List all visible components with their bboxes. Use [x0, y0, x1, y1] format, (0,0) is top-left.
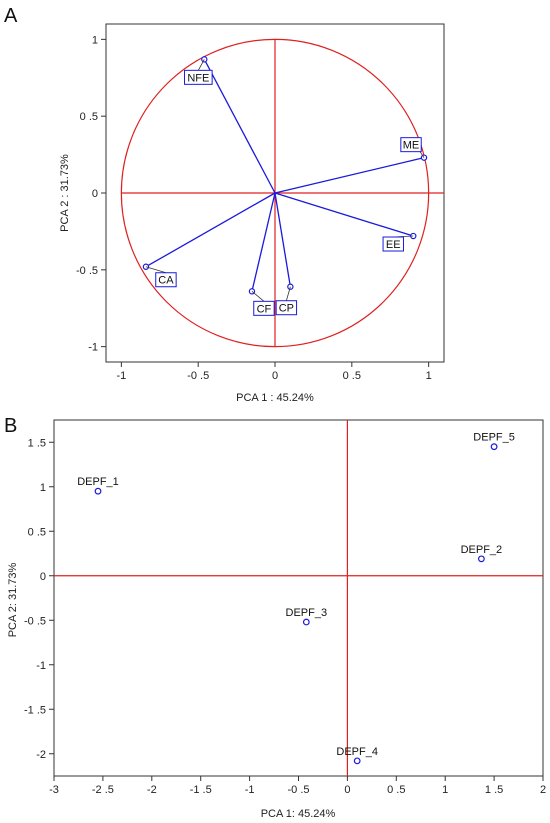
- label-leader: [251, 291, 265, 302]
- sample-label: DEPF_1: [77, 476, 119, 488]
- x-tick-label: 0: [272, 370, 278, 382]
- y-axis-title: PCA 2 : 31.73%: [59, 154, 71, 232]
- x-tick-label: -2 .5: [92, 784, 114, 796]
- x-tick-label: 1: [426, 370, 432, 382]
- y-axis-ticks: -2 -1 .5 -1 -0 .5 0 0 .5 1 1 .5: [24, 437, 54, 761]
- loading-vector: [203, 59, 276, 194]
- label-box: [275, 300, 298, 316]
- x-tick-label: 0: [344, 784, 350, 796]
- loading-point: [142, 263, 150, 270]
- y-tick-label: -0 .5: [76, 265, 98, 277]
- variable-label: CF: [257, 303, 272, 315]
- label-leader: [285, 286, 291, 301]
- x-tick-label: 0 .5: [387, 784, 405, 796]
- y-tick-label: -0 .5: [24, 615, 46, 627]
- y-axis-title: PCA 2: 31.73%: [7, 562, 19, 637]
- x-tick-label: -1 .5: [190, 784, 212, 796]
- variable-label: NFE: [187, 72, 209, 84]
- y-tick-label: -1: [36, 660, 46, 672]
- y-tick-label: -1 .5: [24, 704, 46, 716]
- plot-frame: [53, 419, 544, 777]
- score-point: [302, 618, 310, 626]
- panel-a-letter: A: [4, 5, 18, 27]
- y-tick-label: -1: [88, 342, 98, 354]
- loading-vectors: NFE ME EE CA CF CP: [142, 56, 428, 316]
- loading-vector: [251, 192, 276, 292]
- y-tick-label: 0 .5: [28, 526, 46, 538]
- loadings-panel: A -1 -0 .5 0 0 .5 1 -1 -0 .5 0 0 .5 1 NFE ME EE CA C…: [4, 5, 445, 404]
- y-tick-label: -2: [36, 749, 46, 761]
- y-tick-label: 1 .5: [28, 437, 46, 449]
- panel-b-letter: B: [4, 415, 17, 437]
- score-point: [490, 443, 498, 451]
- y-axis-ticks: -1 -0 .5 0 0 .5 1: [76, 34, 106, 354]
- x-axis-title: PCA 1 : 45.24%: [236, 392, 314, 404]
- variable-label: ME: [403, 140, 420, 152]
- score-points: DEPF_1 DEPF_2 DEPF_3 DEPF_4 DEPF_5: [77, 432, 515, 765]
- label-leader: [145, 266, 167, 274]
- sample-label: DEPF_4: [336, 746, 378, 758]
- x-tick-label: -3: [49, 784, 59, 796]
- sample-label: DEPF_2: [461, 544, 503, 556]
- y-tick-label: 1: [92, 34, 98, 46]
- loading-vector: [274, 157, 425, 194]
- loading-vector: [145, 192, 276, 268]
- loading-vector: [274, 192, 414, 237]
- label-box: [184, 69, 213, 85]
- score-point: [353, 757, 361, 765]
- label-box: [382, 236, 404, 252]
- x-tick-label: -0 .5: [187, 370, 209, 382]
- reference-axes: [54, 420, 543, 776]
- score-point: [477, 555, 485, 563]
- label-box: [253, 300, 275, 316]
- sample-label: DEPF_3: [286, 607, 328, 619]
- x-tick-label: -0 .5: [287, 784, 309, 796]
- variable-label: CP: [279, 303, 294, 315]
- y-tick-label: 1: [40, 482, 46, 494]
- x-tick-label: 2: [540, 784, 546, 796]
- y-tick-label: 0 .5: [80, 111, 98, 123]
- label-leader: [197, 59, 205, 71]
- loading-vector: [274, 192, 292, 287]
- score-point: [94, 487, 102, 495]
- x-tick-label: 0 .5: [343, 370, 361, 382]
- y-tick-label: 0: [92, 188, 98, 200]
- x-tick-label: -2: [147, 784, 157, 796]
- scores-panel: B -3 -2 .5 -2 -1 .5 -1 -0 .5 0 0 .5 1 1 .5 2 -2 -1 …: [4, 415, 546, 820]
- x-axis-ticks: -3 -2 .5 -2 -1 .5 -1 -0 .5 0 0 .5 1 1 .5 2: [49, 776, 546, 796]
- label-box: [155, 272, 177, 288]
- x-tick-label: 1 .5: [485, 784, 503, 796]
- variable-label: EE: [386, 239, 401, 251]
- label-box: [400, 137, 422, 153]
- variable-label: CA: [158, 275, 174, 287]
- y-tick-label: 0: [40, 571, 46, 583]
- x-tick-label: -1: [116, 370, 126, 382]
- x-tick-label: 1: [442, 784, 448, 796]
- sample-label: DEPF_5: [473, 432, 515, 444]
- x-tick-label: -1: [245, 784, 255, 796]
- x-axis-ticks: -1 -0 .5 0 0 .5 1: [116, 362, 432, 382]
- x-axis-title: PCA 1: 45.24%: [261, 808, 336, 820]
